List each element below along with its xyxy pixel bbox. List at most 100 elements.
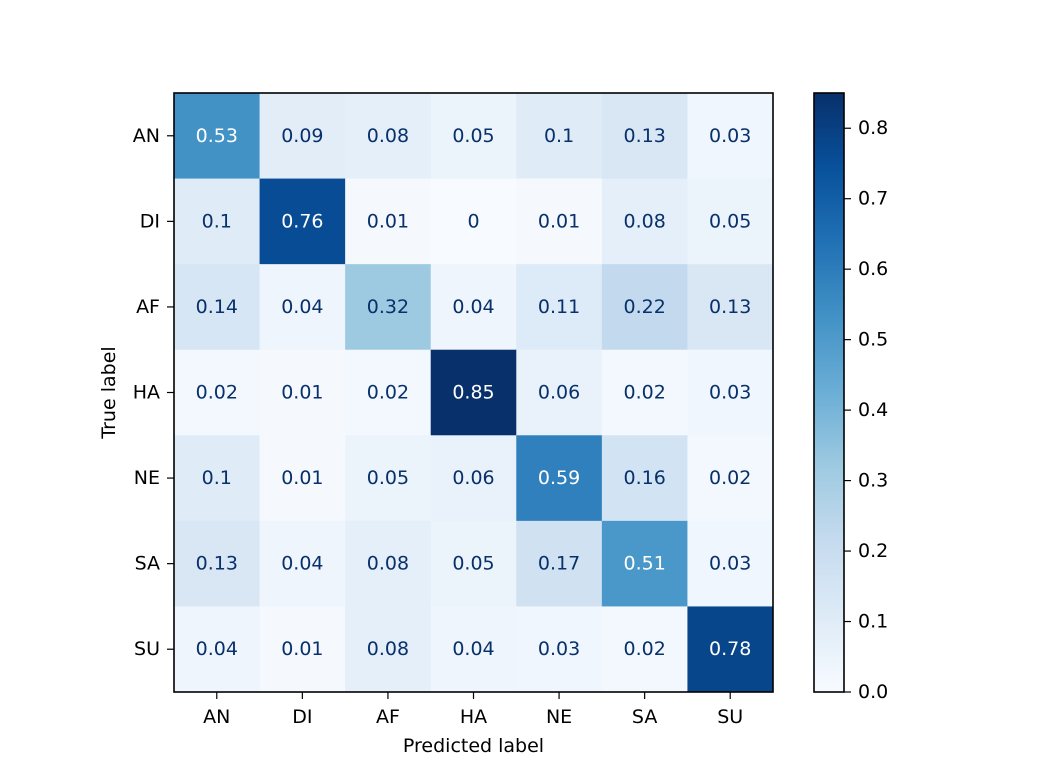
heatmap-cell (345, 435, 432, 522)
cell-value-label: 0.1 (202, 467, 232, 489)
cell-value-label: 0.03 (709, 382, 751, 404)
heatmap-cell (430, 520, 517, 607)
cell-value-label: 0.04 (196, 638, 238, 660)
x-axis-title: Predicted label (403, 735, 544, 757)
colorbar-tick-label: 0.7 (858, 188, 888, 210)
cell-value-label: 0.53 (196, 125, 238, 147)
cell-value-label: 0.16 (623, 467, 665, 489)
cell-value-label: 0.76 (281, 210, 323, 232)
heatmap-cell (601, 349, 688, 436)
heatmap-cell (174, 264, 261, 351)
colorbar-tick-label: 0.3 (858, 470, 888, 492)
heatmap-cell (687, 178, 774, 265)
cell-value-label: 0.02 (709, 467, 751, 489)
cell-value-label: 0.06 (538, 382, 580, 404)
cell-value-label: 0.32 (367, 296, 409, 318)
heatmap-cell (259, 178, 346, 265)
heatmap-cell (174, 435, 261, 522)
colorbar-tick-label: 0.4 (858, 399, 888, 421)
heatmap-cell (687, 435, 774, 522)
cell-value-label: 0.08 (367, 638, 409, 660)
colorbar-tick-label: 0.1 (858, 611, 888, 633)
heatmap-cell (259, 435, 346, 522)
heatmap-cell (601, 435, 688, 522)
heatmap-cell (687, 93, 774, 180)
heatmap-cell (259, 349, 346, 436)
heatmap-cell (687, 606, 774, 693)
heatmap-cell (430, 349, 517, 436)
cell-value-label: 0.09 (281, 125, 323, 147)
heatmap-cell (174, 606, 261, 693)
heatmap-cell (174, 178, 261, 265)
y-tick-label: SU (134, 638, 160, 660)
heatmap-cell (259, 264, 346, 351)
heatmap-cell (430, 606, 517, 693)
heatmap-cell (430, 264, 517, 351)
cell-value-label: 0.02 (367, 382, 409, 404)
cell-value-label: 0.1 (544, 125, 574, 147)
heatmap-cell (430, 93, 517, 180)
heatmap-cell (259, 93, 346, 180)
heatmap-cell (345, 606, 432, 693)
colorbar-tick-label: 0.0 (858, 681, 888, 703)
heatmap-cell (516, 349, 603, 436)
cell-value-label: 0.05 (367, 467, 409, 489)
cell-value-label: 0.04 (281, 296, 323, 318)
y-axis-title: True label (98, 346, 120, 439)
heatmap-cell (345, 264, 432, 351)
y-axis: AN DI AF HA NE SA SU (133, 125, 174, 660)
cell-value-label: 0.02 (196, 382, 238, 404)
heatmap-cell (516, 435, 603, 522)
heatmap-cell (687, 349, 774, 436)
heatmap-cell (345, 520, 432, 607)
heatmap-cell (259, 606, 346, 693)
cell-value-label: 0.01 (538, 210, 580, 232)
colorbar (813, 92, 845, 693)
heatmap-cell (516, 264, 603, 351)
heatmap-cell (601, 520, 688, 607)
y-tick-label: AN (133, 125, 160, 147)
x-tick-label: DI (292, 706, 312, 728)
cell-value-label: 0.03 (538, 638, 580, 660)
cell-value-label: 0.1 (202, 210, 232, 232)
x-axis: AN DI AF HA NE SA SU (203, 692, 743, 728)
heatmap-cells (174, 93, 774, 693)
cell-value-label: 0.01 (281, 638, 323, 660)
y-tick-label: NE (134, 467, 160, 489)
colorbar-tick-label: 0.2 (858, 540, 888, 562)
cell-value-label: 0.04 (452, 638, 494, 660)
cell-value-label: 0.59 (538, 467, 580, 489)
cell-value-label: 0.02 (623, 382, 665, 404)
cell-value-label: 0.01 (367, 210, 409, 232)
colorbar-tick-label: 0.6 (858, 258, 888, 280)
heatmap-cell (345, 349, 432, 436)
y-tick-label: SA (135, 553, 160, 575)
y-tick-label: AF (136, 296, 160, 318)
cell-value-label: 0.04 (281, 553, 323, 575)
cell-value-label: 0.06 (452, 467, 494, 489)
heatmap-cell (430, 435, 517, 522)
heatmap-cell (174, 349, 261, 436)
cell-value-label: 0.08 (623, 210, 665, 232)
cell-value-label: 0.13 (709, 296, 751, 318)
x-tick-label: AF (376, 706, 400, 728)
x-tick-label: NE (546, 706, 572, 728)
cell-value-label: 0.01 (281, 382, 323, 404)
y-tick-label: DI (140, 210, 160, 232)
heatmap-cell (174, 93, 261, 180)
heatmap-cell (345, 178, 432, 265)
heatmap-cell (687, 264, 774, 351)
heatmap-cell (687, 520, 774, 607)
cell-value-label: 0 (467, 210, 479, 232)
cell-value-label: 0.05 (452, 553, 494, 575)
colorbar-tick-label: 0.5 (858, 329, 888, 351)
cell-value-label: 0.03 (709, 125, 751, 147)
heatmap-cell (174, 520, 261, 607)
colorbar-tick-label: 0.8 (858, 117, 888, 139)
heatmap-cell (516, 178, 603, 265)
cell-value-label: 0.08 (367, 553, 409, 575)
heatmap-cell (430, 178, 517, 265)
cell-value-label: 0.01 (281, 467, 323, 489)
